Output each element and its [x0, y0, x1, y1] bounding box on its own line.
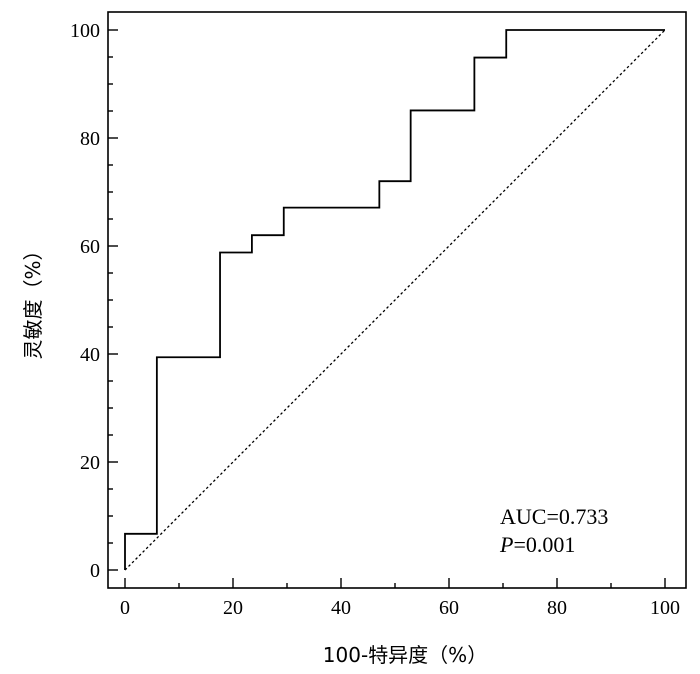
x-tick-label: 100 [650, 597, 680, 619]
y-tick-label: 40 [80, 344, 100, 366]
x-tick-label: 0 [120, 597, 130, 619]
y-tick-label: 0 [90, 560, 100, 582]
x-tick-label: 60 [439, 597, 459, 619]
y-axis: 0 20 40 60 80 100 [70, 20, 118, 582]
series-layer [124, 29, 666, 571]
x-tick-label: 40 [331, 597, 351, 619]
y-tick-label: 100 [70, 20, 100, 42]
p-value: =0.001 [513, 532, 575, 557]
roc-curve-line [124, 29, 665, 570]
plot-frame [107, 11, 687, 589]
y-tick-label: 20 [80, 452, 100, 474]
p-value-annotation: P=0.001 [499, 532, 575, 557]
y-axis-title: 灵敏度（%） [21, 240, 45, 359]
y-tick-label: 60 [80, 236, 100, 258]
x-axis: 0 20 40 60 80 100 [120, 578, 680, 619]
auc-annotation: AUC=0.733 [500, 504, 608, 529]
y-tick-label: 80 [80, 128, 100, 150]
x-axis-title: 100-特异度（%） [323, 643, 487, 667]
x-tick-label: 20 [223, 597, 243, 619]
p-symbol: P [499, 532, 513, 557]
x-tick-label: 80 [547, 597, 567, 619]
reference-diagonal-line [124, 29, 666, 571]
